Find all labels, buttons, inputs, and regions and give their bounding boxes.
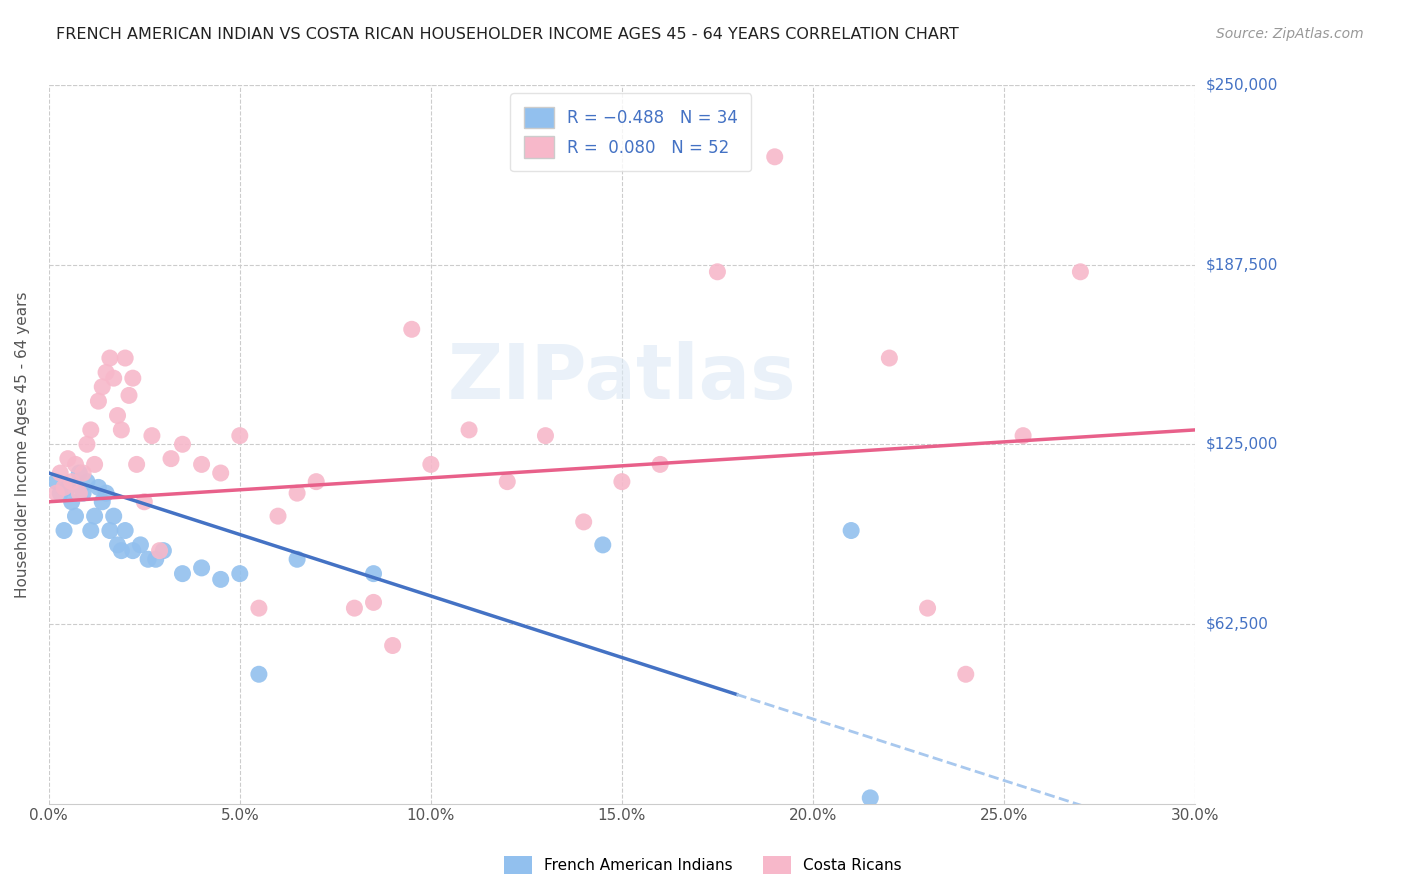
- Point: [110, 543, 132, 558]
- Point: [103, 509, 125, 524]
- Text: $125,000: $125,000: [1206, 437, 1278, 451]
- Legend: R = −0.488   N = 34, R =  0.080   N = 52: R = −0.488 N = 34, R = 0.080 N = 52: [510, 94, 751, 171]
- Point: [121, 543, 143, 558]
- Legend: French American Indians, Costa Ricans: French American Indians, Costa Ricans: [498, 850, 908, 880]
- Point: [65, 509, 87, 524]
- Text: $187,500: $187,500: [1206, 257, 1278, 272]
- Point: [65, 458, 87, 472]
- Point: [648, 458, 671, 472]
- Point: [76, 475, 98, 489]
- Point: [60, 475, 83, 489]
- Point: [363, 566, 385, 581]
- Point: [496, 475, 519, 489]
- Point: [53, 480, 76, 494]
- Point: [98, 351, 121, 365]
- Point: [118, 388, 141, 402]
- Point: [125, 458, 148, 472]
- Text: ZIPatlas: ZIPatlas: [447, 341, 796, 415]
- Point: [419, 458, 441, 472]
- Point: [209, 573, 232, 587]
- Point: [839, 524, 862, 538]
- Point: [45, 475, 67, 489]
- Point: [917, 601, 939, 615]
- Point: [859, 790, 882, 805]
- Text: FRENCH AMERICAN INDIAN VS COSTA RICAN HOUSEHOLDER INCOME AGES 45 - 64 YEARS CORR: FRENCH AMERICAN INDIAN VS COSTA RICAN HO…: [56, 27, 959, 42]
- Point: [114, 524, 136, 538]
- Point: [83, 458, 105, 472]
- Point: [72, 466, 94, 480]
- Point: [229, 428, 252, 442]
- Point: [1012, 428, 1035, 442]
- Point: [98, 524, 121, 538]
- Point: [80, 423, 103, 437]
- Point: [247, 667, 270, 681]
- Point: [110, 423, 132, 437]
- Point: [56, 480, 79, 494]
- Point: [285, 486, 308, 500]
- Text: $250,000: $250,000: [1206, 78, 1278, 93]
- Point: [72, 486, 94, 500]
- Point: [343, 601, 366, 615]
- Point: [458, 423, 481, 437]
- Point: [107, 538, 129, 552]
- Point: [190, 458, 212, 472]
- Point: [152, 543, 174, 558]
- Point: [114, 351, 136, 365]
- Point: [94, 486, 117, 500]
- Point: [763, 150, 786, 164]
- Point: [363, 595, 385, 609]
- Point: [94, 366, 117, 380]
- Point: [879, 351, 901, 365]
- Point: [103, 371, 125, 385]
- Point: [1069, 265, 1091, 279]
- Point: [229, 566, 252, 581]
- Point: [76, 437, 98, 451]
- Text: Source: ZipAtlas.com: Source: ZipAtlas.com: [1216, 27, 1364, 41]
- Point: [67, 486, 90, 500]
- Point: [136, 552, 159, 566]
- Point: [91, 380, 114, 394]
- Point: [121, 371, 143, 385]
- Text: $62,500: $62,500: [1206, 616, 1270, 632]
- Point: [67, 466, 90, 480]
- Point: [267, 509, 290, 524]
- Point: [87, 480, 110, 494]
- Point: [305, 475, 328, 489]
- Point: [572, 515, 595, 529]
- Point: [160, 451, 183, 466]
- Point: [706, 265, 728, 279]
- Point: [129, 538, 152, 552]
- Point: [172, 566, 194, 581]
- Point: [381, 639, 404, 653]
- Point: [955, 667, 977, 681]
- Point: [83, 509, 105, 524]
- Point: [87, 394, 110, 409]
- Point: [80, 524, 103, 538]
- Point: [141, 428, 163, 442]
- Point: [49, 466, 72, 480]
- Point: [172, 437, 194, 451]
- Point: [610, 475, 633, 489]
- Point: [209, 466, 232, 480]
- Point: [401, 322, 423, 336]
- Point: [134, 495, 156, 509]
- Point: [190, 561, 212, 575]
- Point: [592, 538, 614, 552]
- Point: [49, 486, 72, 500]
- Point: [53, 524, 76, 538]
- Point: [56, 451, 79, 466]
- Point: [247, 601, 270, 615]
- Point: [45, 486, 67, 500]
- Point: [60, 495, 83, 509]
- Point: [91, 495, 114, 509]
- Y-axis label: Householder Income Ages 45 - 64 years: Householder Income Ages 45 - 64 years: [15, 291, 30, 598]
- Point: [107, 409, 129, 423]
- Point: [534, 428, 557, 442]
- Point: [148, 543, 170, 558]
- Point: [145, 552, 167, 566]
- Point: [285, 552, 308, 566]
